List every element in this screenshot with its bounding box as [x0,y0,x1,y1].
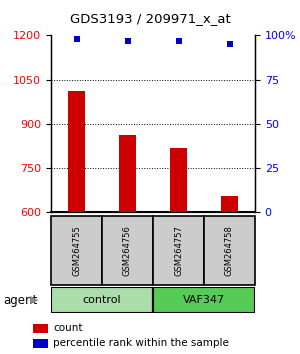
Bar [118,135,136,212]
Text: control: control [83,295,121,305]
Text: percentile rank within the sample: percentile rank within the sample [53,338,229,348]
Bar [153,287,255,313]
Text: ▶: ▶ [30,295,39,305]
Point [227,41,232,47]
Bar [169,148,188,212]
Text: agent: agent [3,293,37,307]
Bar [153,216,204,285]
Text: count: count [53,324,82,333]
Point [176,38,181,44]
Bar [32,339,48,348]
Text: GSM264755: GSM264755 [72,225,81,276]
Bar [51,287,153,313]
Bar [51,216,102,285]
Bar [32,324,48,333]
Text: GDS3193 / 209971_x_at: GDS3193 / 209971_x_at [70,12,230,25]
Text: GSM264756: GSM264756 [123,225,132,276]
Text: VAF347: VAF347 [183,295,225,305]
Bar [102,216,153,285]
Bar [220,196,238,212]
Bar [68,91,85,212]
Point [125,38,130,44]
Text: GSM264757: GSM264757 [174,225,183,276]
Bar [204,216,255,285]
Point [74,36,79,42]
Text: GSM264758: GSM264758 [225,225,234,276]
